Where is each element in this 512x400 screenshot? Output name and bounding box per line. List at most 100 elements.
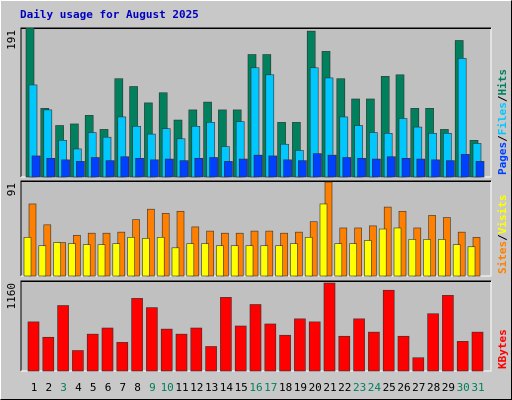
- bar: [378, 228, 387, 277]
- x-tick-label: 29: [442, 381, 455, 394]
- bar: [23, 237, 32, 277]
- x-tick-label: 27: [412, 381, 425, 394]
- bar: [357, 157, 366, 178]
- bar: [393, 227, 402, 277]
- bar: [164, 158, 174, 178]
- bar: [216, 245, 224, 277]
- bar: [120, 156, 130, 178]
- bar: [131, 298, 143, 372]
- bar: [42, 336, 55, 372]
- bar: [283, 159, 292, 178]
- bar: [475, 161, 485, 178]
- legend-separator: /: [496, 234, 509, 241]
- bar: [205, 346, 217, 372]
- bar: [179, 160, 189, 178]
- bar: [423, 239, 431, 277]
- bar: [260, 245, 269, 277]
- legend-entry: Visits: [496, 195, 509, 235]
- x-tick-label: 11: [175, 381, 188, 394]
- legend-entry: Sites: [496, 241, 509, 274]
- bar: [342, 157, 352, 178]
- bar: [101, 327, 114, 372]
- bar: [416, 158, 426, 178]
- bar: [86, 333, 99, 372]
- bar: [112, 243, 121, 277]
- bar: [68, 243, 76, 277]
- x-tick-label: 12: [190, 381, 203, 394]
- x-tick-label: 10: [161, 381, 174, 394]
- x-tick-label: 5: [90, 381, 97, 394]
- x-tick-label: 22: [338, 381, 351, 394]
- bar: [220, 297, 232, 372]
- x-tick-label: 2: [45, 381, 52, 394]
- x-tick-label: 4: [75, 381, 82, 394]
- x-tick-label: 9: [149, 381, 156, 394]
- bar: [319, 203, 328, 277]
- bar: [408, 239, 417, 277]
- bar: [171, 247, 180, 277]
- bar: [446, 160, 455, 178]
- bar: [298, 160, 307, 178]
- x-tick-label: 17: [264, 381, 277, 394]
- x-tick-label: 1: [31, 381, 38, 394]
- y-tick-label: 91: [5, 183, 18, 196]
- bar: [327, 154, 337, 178]
- bar: [238, 158, 248, 178]
- x-tick-label: 14: [220, 381, 234, 394]
- bar: [338, 335, 351, 372]
- bar: [190, 327, 203, 372]
- bar: [82, 244, 91, 277]
- bar: [31, 155, 41, 178]
- bar: [146, 307, 158, 372]
- bar: [142, 238, 150, 277]
- bar: [386, 156, 396, 178]
- bar: [150, 159, 159, 178]
- bar: [304, 237, 313, 277]
- bar: [471, 331, 484, 372]
- bar: [349, 243, 357, 277]
- x-tick-label: 26: [397, 381, 410, 394]
- x-tick-label: 31: [471, 381, 484, 394]
- bar: [467, 246, 476, 277]
- bar: [401, 157, 411, 178]
- bar: [90, 157, 100, 178]
- bar: [452, 244, 461, 277]
- bar: [290, 243, 298, 277]
- bar: [234, 325, 247, 372]
- bar: [412, 357, 425, 372]
- bar: [116, 342, 129, 372]
- y-tick-label: 191: [5, 30, 18, 50]
- legend-separator: /: [496, 95, 509, 102]
- bar: [323, 282, 336, 372]
- legend: Sites/Visits: [496, 195, 509, 275]
- bar: [353, 318, 365, 372]
- y-tick-label: 1160: [5, 283, 18, 310]
- bar: [397, 335, 410, 372]
- bar: [382, 289, 395, 372]
- bar: [38, 245, 47, 277]
- bar: [135, 157, 144, 178]
- bar: [194, 157, 204, 178]
- bar: [279, 334, 291, 372]
- bar: [275, 245, 283, 277]
- legend: Pages/Files/Hits: [496, 69, 509, 175]
- x-tick-label: 3: [60, 381, 67, 394]
- bar: [312, 153, 322, 178]
- bar: [53, 242, 61, 277]
- bar: [224, 161, 233, 178]
- bar: [156, 237, 165, 277]
- x-tick-label: 18: [279, 381, 292, 394]
- legend-entry: Hits: [496, 69, 509, 96]
- bar: [97, 244, 106, 277]
- bar: [456, 341, 469, 372]
- bar: [268, 155, 278, 178]
- x-tick-label: 13: [205, 381, 218, 394]
- bar: [160, 328, 173, 372]
- bar: [427, 313, 439, 372]
- bar: [57, 305, 69, 372]
- x-tick-label: 25: [383, 381, 396, 394]
- bar: [442, 295, 454, 372]
- x-tick-label: 21: [323, 381, 336, 394]
